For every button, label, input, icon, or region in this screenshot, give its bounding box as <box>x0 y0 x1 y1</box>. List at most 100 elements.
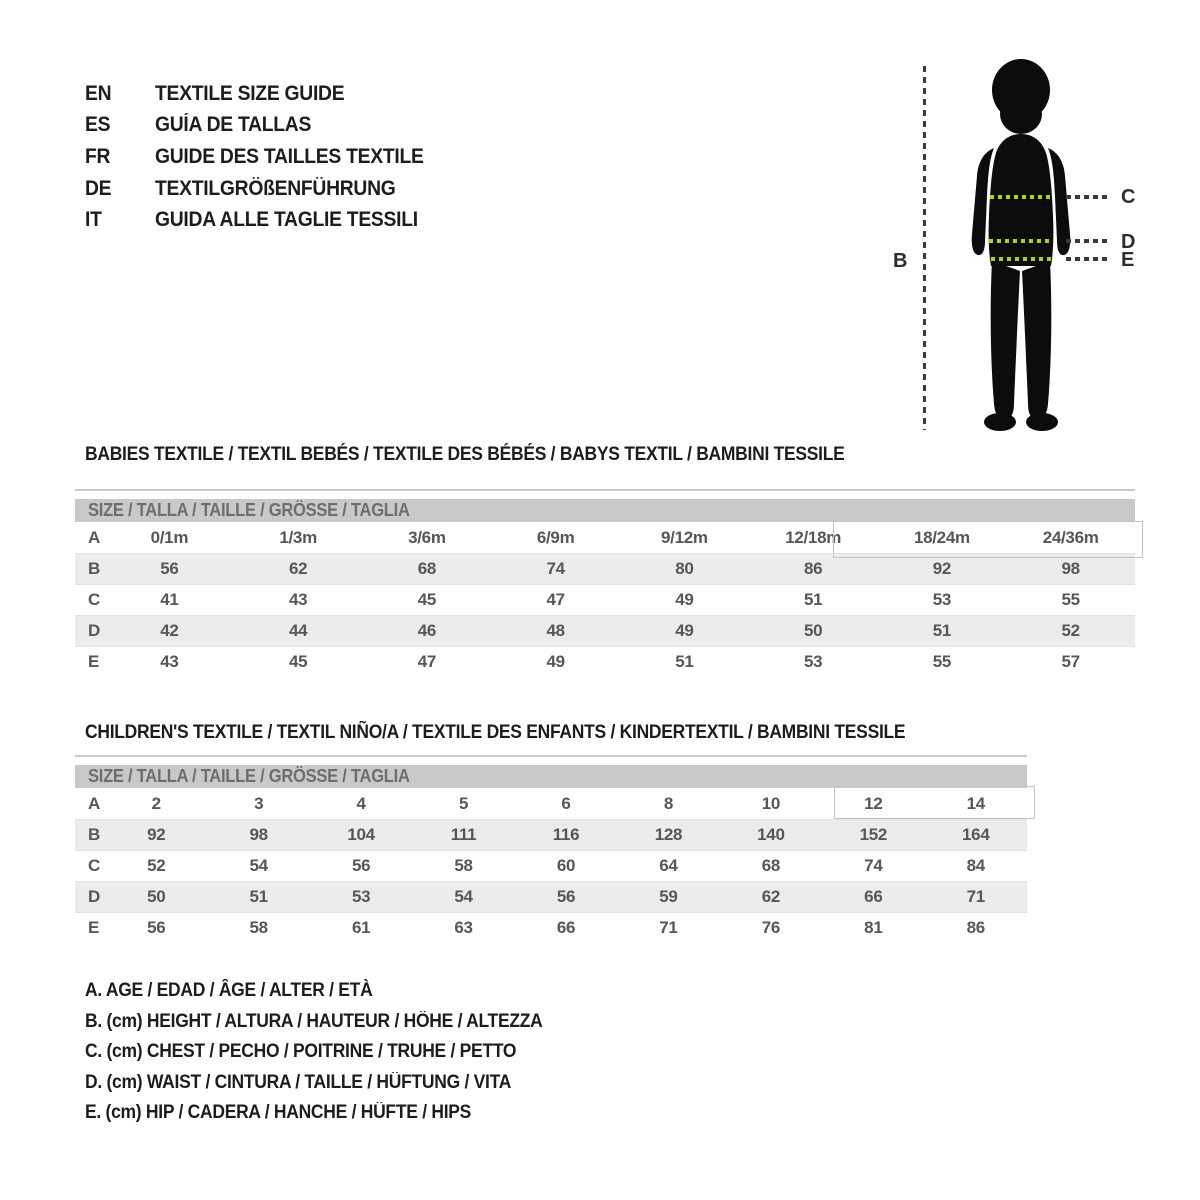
measure-cell: 140 <box>757 825 785 844</box>
measure-cell: 60 <box>556 856 576 875</box>
measure-cell: 51 <box>675 652 694 671</box>
chest-body-line <box>990 195 1054 199</box>
table-row: C 41 43 45 47 49 51 53 55 <box>75 584 1135 615</box>
measure-cell: 58 <box>249 918 269 937</box>
measure-cell: 59 <box>659 887 678 906</box>
measure-cell: 152 <box>859 825 888 844</box>
height-dotted-line <box>923 66 926 430</box>
language-title: GUIDE DES TAILLES TEXTILE <box>155 144 424 168</box>
measure-cell: 74 <box>546 559 565 578</box>
row-letter-label: C <box>88 856 100 875</box>
table-row: A 0/1m 1/3m 3/6m 6/9m 9/12m 12/18m 18/24m 24/36m <box>75 522 1135 553</box>
row-letter-label: B <box>88 559 100 578</box>
legend-line: A. AGE / EDAD / ÂGE / ALTER / ETÀ <box>85 976 582 1007</box>
babies-size-table: SIZE / TALLA / TAILLE / GRÖSSE / TAGLIA … <box>75 489 1135 677</box>
row-letter-label: A <box>88 793 100 813</box>
language-row: ES GUÍA DE TALLAS <box>85 110 447 142</box>
language-code: IT <box>85 208 102 232</box>
table-row: B 56 62 68 74 80 86 92 98 <box>75 553 1135 584</box>
hip-guide-line <box>1066 257 1108 261</box>
measure-cell: 66 <box>556 918 576 937</box>
measure-cell: 62 <box>761 887 781 906</box>
table-row: B 92 98 104 111 116 128 140 152 164 <box>75 819 1027 850</box>
legend-text: A. AGE / EDAD / ÂGE / ALTER / ETÀ <box>85 980 373 1002</box>
measure-cell: 64 <box>659 856 678 875</box>
measure-cell: 80 <box>675 559 694 578</box>
table-row: D 50 51 53 54 56 59 62 66 71 <box>75 881 1027 912</box>
measure-cell: 98 <box>1061 559 1080 578</box>
hip-body-line <box>991 257 1053 261</box>
babies-table-title: BABIES TEXTILE / TEXTIL BEBÉS / TEXTILE … <box>85 444 845 465</box>
table-top-rule <box>75 755 1027 757</box>
measure-cell: 43 <box>160 652 179 671</box>
measure-cell: 49 <box>675 590 694 609</box>
language-code: DE <box>85 176 112 200</box>
hip-measure-label: E <box>1121 249 1135 271</box>
row-letter-label: E <box>88 652 100 671</box>
measure-cell: 54 <box>454 887 473 906</box>
measure-cell: 47 <box>417 652 437 671</box>
measure-cell: 49 <box>675 621 694 640</box>
language-title: TEXTILE SIZE GUIDE <box>155 81 345 105</box>
children-table-header: SIZE / TALLA / TAILLE / GRÖSSE / TAGLIA <box>75 765 1027 788</box>
size-cell: 8 <box>663 793 674 813</box>
measure-cell: 53 <box>803 652 823 671</box>
chest-guide-line <box>1066 195 1108 199</box>
measure-cell: 45 <box>288 652 308 671</box>
language-row: DE TEXTILGRÖßENFÜHRUNG <box>85 173 447 205</box>
children-table-title: CHILDREN'S TEXTILE / TEXTIL NIÑO/A / TEX… <box>85 722 906 743</box>
measure-cell: 92 <box>147 825 166 844</box>
measure-cell: 81 <box>864 918 883 937</box>
measure-cell: 49 <box>546 652 565 671</box>
measure-cell: 98 <box>249 825 269 844</box>
measure-cell: 71 <box>966 887 986 906</box>
measure-cell: 41 <box>160 590 179 609</box>
babies-highlight-box <box>833 521 1143 558</box>
language-code: EN <box>85 81 112 105</box>
measure-cell: 51 <box>803 590 823 609</box>
children-highlight-box <box>834 786 1035 819</box>
language-code: FR <box>85 144 111 168</box>
size-cell: 18/24m <box>913 527 970 547</box>
measure-cell: 56 <box>351 856 371 875</box>
children-size-table: SIZE / TALLA / TAILLE / GRÖSSE / TAGLIA … <box>75 755 1027 943</box>
measure-cell: 43 <box>288 590 308 609</box>
size-cell: 6/9m <box>536 527 575 547</box>
table-row: D 42 44 46 48 49 50 51 52 <box>75 615 1135 646</box>
size-cell: 12 <box>864 793 883 813</box>
measure-cell: 53 <box>932 590 952 609</box>
size-cell: 10 <box>761 793 781 813</box>
waist-measure-label: D <box>1121 231 1136 253</box>
measure-cell: 56 <box>160 559 179 578</box>
language-code: ES <box>85 113 111 137</box>
language-row: FR GUIDE DES TAILLES TEXTILE <box>85 141 447 173</box>
row-letter-label: D <box>88 621 100 640</box>
babies-table-header: SIZE / TALLA / TAILLE / GRÖSSE / TAGLIA <box>75 499 1135 522</box>
measure-cell: 62 <box>288 559 308 578</box>
measure-cell: 48 <box>546 621 565 640</box>
measure-cell: 63 <box>454 918 473 937</box>
legend-line: D. (cm) WAIST / CINTURA / TAILLE / HÜFTU… <box>85 1068 582 1099</box>
size-header-label: SIZE / TALLA / TAILLE / GRÖSSE / TAGLIA <box>88 766 410 786</box>
measure-cell: 86 <box>966 918 986 937</box>
size-cell: 24/36m <box>1042 527 1099 547</box>
children-table-rows: A 2 3 4 5 6 8 10 12 14 B 92 98 104 111 116 128 140 152 164 C… <box>75 788 1027 943</box>
legend-text: E. (cm) HIP / CADERA / HANCHE / HÜFTE / … <box>85 1102 472 1124</box>
measure-cell: 57 <box>1061 652 1080 671</box>
size-cell: 3 <box>254 793 264 813</box>
measure-cell: 92 <box>932 559 952 578</box>
measure-cell: 76 <box>761 918 781 937</box>
waist-body-line <box>989 239 1053 243</box>
measure-cell: 42 <box>160 621 179 640</box>
row-letter-label: D <box>88 887 100 906</box>
legend-text: D. (cm) WAIST / CINTURA / TAILLE / HÜFTU… <box>85 1071 512 1093</box>
size-cell: 6 <box>561 793 571 813</box>
measure-cell: 52 <box>147 856 166 875</box>
language-block: EN TEXTILE SIZE GUIDE ES GUÍA DE TALLAS FR GU… <box>85 78 447 236</box>
language-row: EN TEXTILE SIZE GUIDE <box>85 78 447 110</box>
language-row: IT GUIDA ALLE TAGLIE TESSILI <box>85 204 447 236</box>
chest-measure-label: C <box>1121 186 1136 208</box>
measure-cell: 61 <box>351 918 371 937</box>
measure-cell: 74 <box>864 856 883 875</box>
measure-cell: 44 <box>288 621 308 640</box>
